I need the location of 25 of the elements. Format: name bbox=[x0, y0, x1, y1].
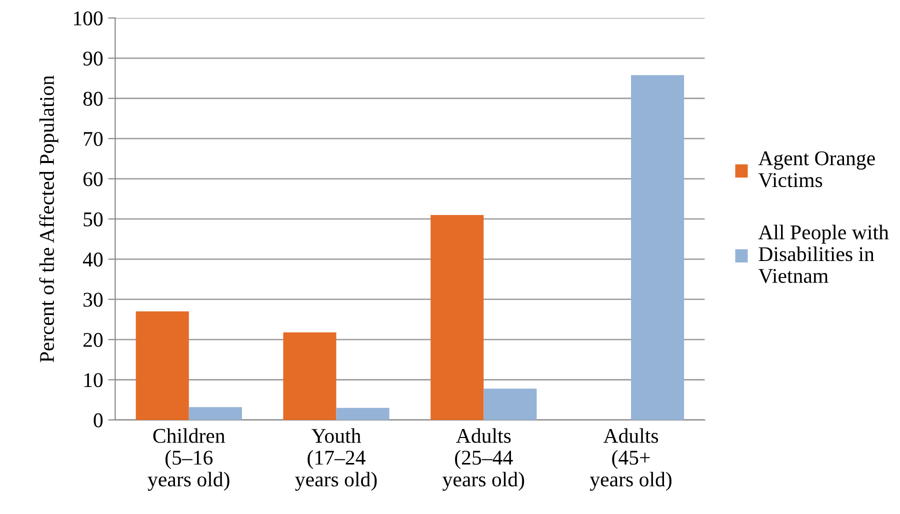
y-tick-label: 80 bbox=[83, 92, 103, 106]
x-tick-label: Adults (25–44 years old) bbox=[442, 428, 524, 491]
x-tick-label: Adults (45+ years old) bbox=[590, 428, 672, 491]
y-tick-label: 20 bbox=[83, 332, 103, 347]
y-axis-title: Percent of the Affected Population bbox=[39, 75, 58, 362]
y-tick-label: 10 bbox=[84, 373, 103, 388]
y-tick-label: 60 bbox=[83, 172, 103, 186]
y-tick-label: 70 bbox=[84, 132, 103, 146]
y-tick-label: 0 bbox=[94, 413, 103, 428]
bar bbox=[430, 214, 484, 420]
bar bbox=[188, 407, 242, 420]
y-tick-label: 40 bbox=[82, 252, 103, 267]
x-tick-label: Children (5–16 years old) bbox=[148, 428, 230, 491]
x-tick-label: Youth (17–24 years old) bbox=[295, 428, 377, 491]
bar bbox=[336, 408, 390, 420]
legend-label: All People with Disabilities in Vietnam bbox=[758, 224, 889, 284]
bar bbox=[484, 388, 537, 420]
bar bbox=[631, 75, 684, 420]
bar bbox=[136, 311, 189, 420]
y-tick-label: 30 bbox=[84, 292, 103, 307]
y-tick-label: 100 bbox=[74, 11, 103, 26]
y-tick-label: 50 bbox=[84, 212, 103, 226]
legend-label: Agent Orange Victims bbox=[758, 151, 875, 188]
bar bbox=[283, 332, 336, 420]
y-tick-label: 90 bbox=[83, 52, 103, 66]
